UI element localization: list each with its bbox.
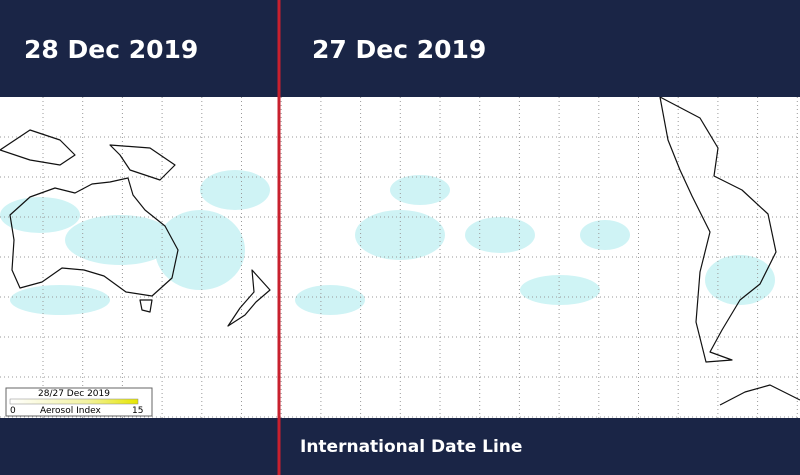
coastlines — [0, 96, 800, 406]
aerosol-plumes — [0, 170, 775, 315]
right-date: 27 Dec 2019 — [312, 35, 486, 64]
legend: 28/27 Dec 2019 0 Aerosol Index 15 — [5, 387, 153, 417]
left-date: 28 Dec 2019 — [24, 35, 198, 64]
legend-bar — [9, 398, 139, 405]
legend-title: 28/27 Dec 2019 — [38, 389, 110, 399]
graticule — [0, 97, 800, 418]
header-bar — [0, 0, 800, 97]
legend-name: Aerosol Index — [40, 406, 102, 416]
legend-min: 0 — [10, 406, 16, 416]
legend-max: 15 — [132, 406, 143, 416]
date-line-label: International Date Line — [300, 437, 522, 457]
footer-bar — [0, 418, 800, 475]
